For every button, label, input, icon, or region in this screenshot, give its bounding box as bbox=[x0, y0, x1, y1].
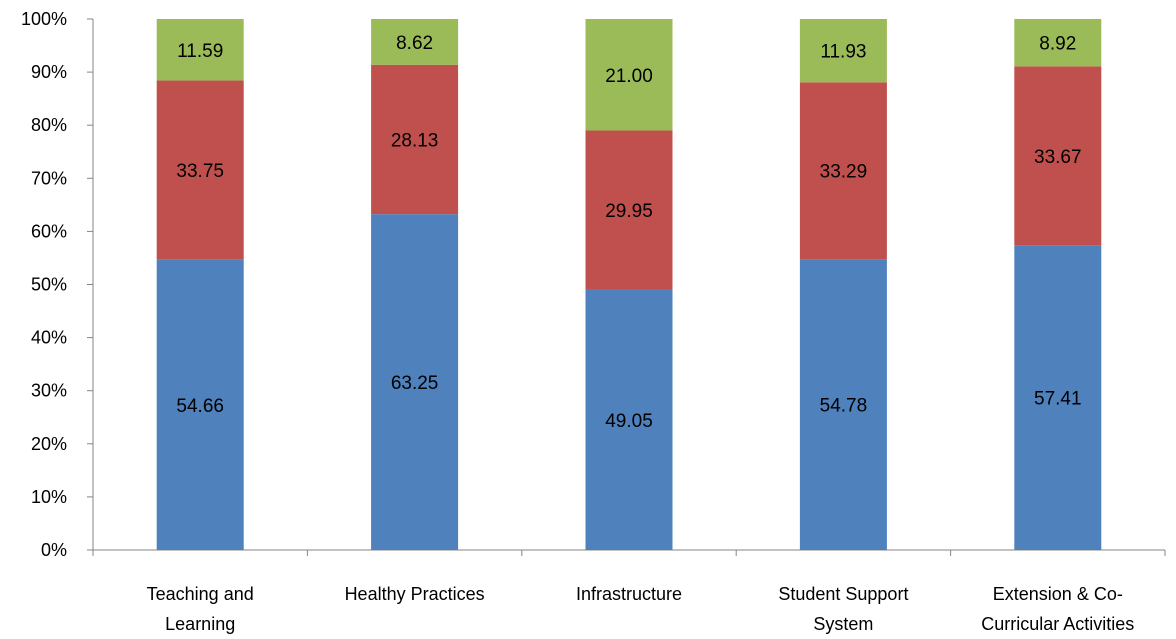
y-tick-label: 100% bbox=[21, 9, 67, 29]
y-tick-label: 60% bbox=[31, 221, 67, 241]
data-label: 33.75 bbox=[176, 161, 224, 182]
x-tick-label: Extension & Co-Curricular Activities bbox=[981, 584, 1134, 634]
data-label: 63.25 bbox=[391, 373, 439, 394]
bar-segment bbox=[156, 259, 244, 550]
data-label: 8.62 bbox=[396, 33, 433, 54]
data-label: 11.59 bbox=[177, 41, 223, 62]
bar-segment bbox=[371, 19, 459, 65]
data-label: 33.29 bbox=[820, 162, 868, 183]
bars bbox=[156, 19, 1102, 550]
y-tick-label: 30% bbox=[31, 381, 67, 401]
bar-segment bbox=[1014, 19, 1102, 67]
data-label: 29.95 bbox=[605, 201, 653, 222]
bar-segment bbox=[1014, 66, 1102, 246]
y-tick-label: 90% bbox=[31, 62, 67, 82]
y-tick-label: 50% bbox=[31, 275, 67, 295]
bar-segment bbox=[156, 80, 244, 260]
x-tick-label: Healthy Practices bbox=[345, 584, 485, 604]
bar-segment bbox=[799, 259, 887, 550]
y-tick-label: 80% bbox=[31, 115, 67, 135]
data-label: 49.05 bbox=[605, 411, 653, 432]
data-label: 57.41 bbox=[1034, 389, 1082, 410]
bar-segment bbox=[371, 214, 459, 550]
y-tick-label: 70% bbox=[31, 168, 67, 188]
data-label: 21.00 bbox=[605, 66, 653, 87]
data-label: 54.66 bbox=[176, 396, 224, 417]
x-tick-label: Infrastructure bbox=[576, 584, 682, 604]
bar-segment bbox=[1014, 245, 1102, 550]
data-label: 28.13 bbox=[391, 130, 439, 151]
data-label: 54.78 bbox=[820, 396, 868, 417]
bar-segment bbox=[585, 19, 673, 131]
bar-segment bbox=[585, 289, 673, 550]
x-tick-label: Teaching and Learning bbox=[147, 584, 254, 634]
y-tick-label: 10% bbox=[31, 487, 67, 507]
data-label: 33.67 bbox=[1034, 147, 1082, 168]
bar-segment bbox=[799, 19, 887, 83]
data-label: 11.93 bbox=[820, 42, 866, 63]
bar-segment bbox=[799, 82, 887, 260]
axes: 0% 10% 20% 30% 40% 50% 60% 70% 80% 90% 100% bbox=[21, 9, 1166, 560]
x-tick-label: Student Support System bbox=[778, 584, 908, 634]
y-tick-label: 20% bbox=[31, 434, 67, 454]
labels: Teaching and Learning Healthy Practices Inf… bbox=[147, 33, 1135, 634]
bar-segment bbox=[371, 64, 459, 215]
bar-segment bbox=[156, 19, 244, 81]
y-tick-label: 40% bbox=[31, 328, 67, 348]
data-label: 8.92 bbox=[1039, 34, 1076, 55]
y-tick-label: 0% bbox=[41, 540, 67, 560]
bar-segment bbox=[585, 130, 673, 290]
